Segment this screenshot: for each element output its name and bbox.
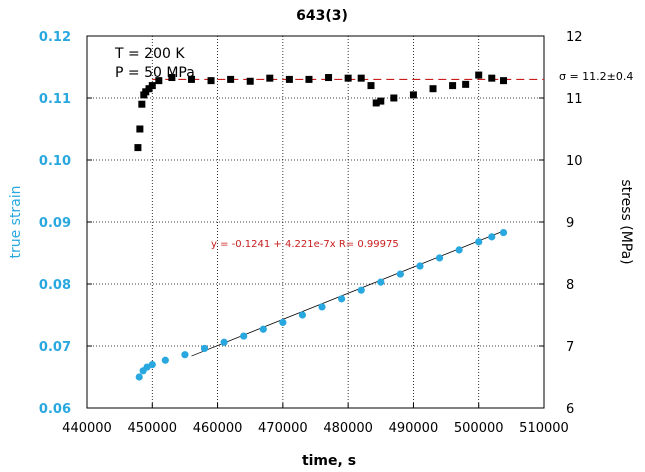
strain-point: [416, 262, 424, 270]
y-tick-label-right: 7: [566, 340, 574, 355]
stress-point: [187, 75, 195, 83]
strain-point: [161, 356, 169, 364]
stress-point: [246, 77, 254, 85]
strain-point: [240, 332, 248, 340]
y-tick-label-left: 0.10: [39, 154, 71, 169]
strain-point: [279, 318, 287, 327]
ticks: 0.06 0.07 0.08 0.09 0.10 0.11 0.12 6 7 8 9 10 11 12 44…: [39, 30, 583, 436]
stress-point: [390, 94, 398, 102]
stress-point: [357, 74, 365, 82]
strain-point: [181, 351, 189, 359]
temperature-annotation: T = 200 K: [114, 46, 185, 62]
stress-point: [488, 74, 496, 82]
x-tick-label: 480000: [323, 421, 373, 436]
stress-point: [449, 82, 457, 90]
x-axis-label: time, s: [302, 453, 356, 469]
pressure-annotation: P = 50 MPa: [115, 65, 195, 81]
y-axis-label-left: true strain: [8, 185, 24, 258]
y-tick-label-right: 8: [566, 278, 574, 293]
x-tick-label: 500000: [454, 421, 504, 436]
y-tick-label-right: 10: [566, 154, 583, 169]
stress-point: [475, 71, 483, 79]
fit-equation-annotation: y = -0.1241 + 4.221e-7x R= 0.99975: [211, 239, 399, 250]
x-tick-label: 510000: [519, 421, 569, 436]
stress-point: [136, 125, 144, 133]
strain-point: [435, 254, 444, 262]
x-tick-label: 450000: [127, 421, 177, 436]
y-tick-label-left: 0.08: [39, 278, 71, 293]
strain-point: [135, 373, 143, 381]
stress-point: [227, 75, 235, 83]
strain-point: [475, 238, 483, 246]
y-tick-label-left: 0.07: [39, 340, 71, 355]
stress-point: [409, 91, 417, 99]
data-marks: [134, 71, 508, 381]
y-tick-label-left: 0.12: [39, 30, 71, 45]
strain-point: [200, 344, 209, 353]
strain-point: [148, 361, 156, 369]
series-stress: [134, 71, 508, 152]
y-tick-label-left: 0.09: [39, 216, 71, 231]
y-tick-label-right: 6: [566, 402, 574, 417]
stress-point: [377, 97, 385, 105]
strain-point: [396, 270, 404, 278]
strain-point: [298, 311, 307, 319]
stress-point: [305, 75, 313, 83]
strain-point: [318, 303, 326, 311]
y-tick-label-right: 12: [566, 30, 583, 45]
x-tick-label: 440000: [62, 421, 112, 436]
series-true-strain: [135, 228, 508, 381]
stress-point: [266, 74, 274, 82]
strain-point: [220, 338, 228, 346]
stress-point: [207, 77, 215, 85]
y-tick-label-left: 0.11: [39, 92, 71, 107]
stress-point: [367, 82, 375, 90]
stress-point: [285, 75, 293, 83]
stress-point: [148, 82, 156, 90]
strain-point: [259, 325, 267, 333]
x-tick-label: 460000: [193, 421, 243, 436]
strain-point: [488, 233, 496, 241]
stress-point: [500, 77, 508, 85]
chart-title: 643(3): [296, 8, 348, 24]
y-tick-label-right: 11: [566, 92, 583, 107]
strain-point: [377, 278, 385, 286]
stress-point: [155, 77, 163, 85]
y-axis-label-right: stress (MPa): [618, 179, 634, 264]
y-tick-label-left: 0.06: [39, 402, 71, 417]
x-tick-label: 470000: [258, 421, 308, 436]
stress-point: [325, 74, 333, 82]
stress-point: [134, 144, 142, 152]
grid: [87, 36, 544, 408]
mean-stress-annotation: σ = 11.2±0.4: [559, 70, 633, 83]
stress-point: [429, 85, 437, 93]
strain-point: [357, 286, 365, 294]
stress-point: [168, 74, 176, 82]
strain-point: [455, 246, 463, 254]
stress-point: [344, 74, 352, 82]
strain-point: [499, 228, 508, 237]
strain-point: [338, 295, 346, 303]
stress-point: [462, 80, 470, 88]
x-tick-label: 490000: [389, 421, 439, 436]
y-tick-label-right: 9: [566, 216, 574, 231]
stress-point: [138, 100, 146, 108]
